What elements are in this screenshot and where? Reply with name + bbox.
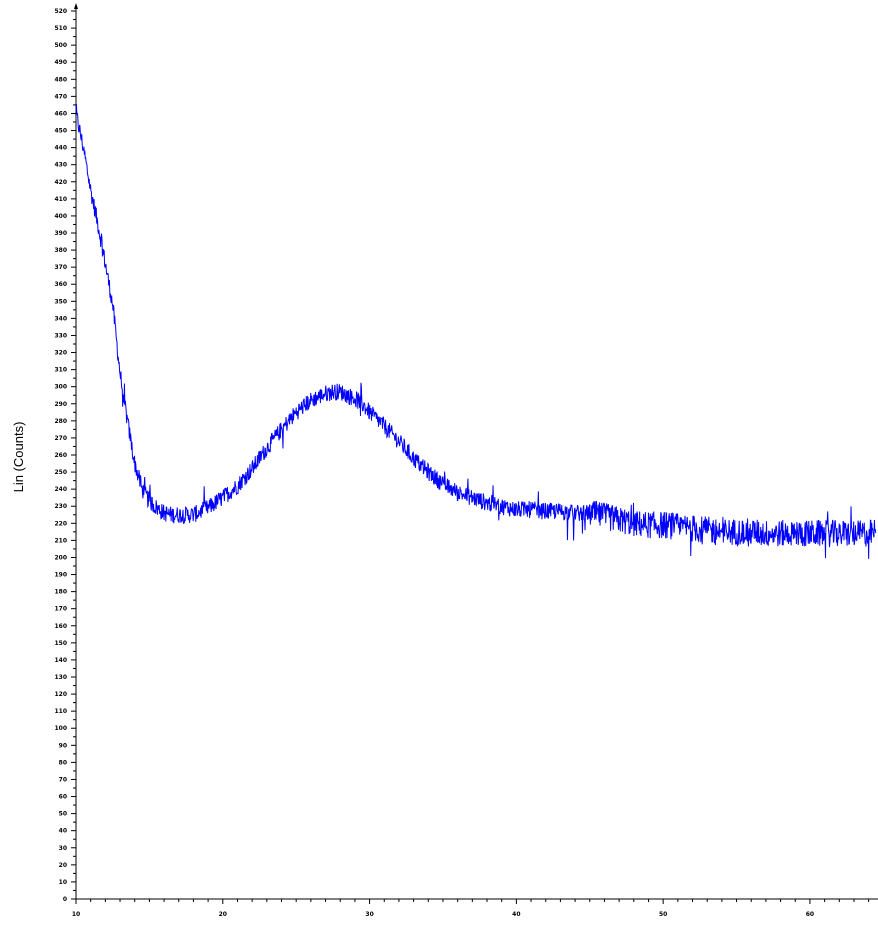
series-line xyxy=(75,104,877,559)
y-tick-label: 110 xyxy=(54,708,67,715)
y-axis-tick-labels: 0 10 20 30 40 50 60 70 80 90 100 110 120 130 140 150 160… xyxy=(54,8,67,903)
y-tick-label: 10 xyxy=(59,879,67,886)
y-tick-label: 300 xyxy=(54,384,67,391)
y-tick-label: 390 xyxy=(54,230,67,237)
y-tick-label: 230 xyxy=(54,503,67,510)
y-tick-label: 370 xyxy=(54,264,67,271)
y-tick-label: 80 xyxy=(59,759,67,766)
x-tick-label: 30 xyxy=(365,911,373,918)
y-tick-label: 180 xyxy=(54,589,67,596)
y-tick-label: 260 xyxy=(54,452,67,459)
y-tick-label: 360 xyxy=(54,281,67,288)
y-tick-label: 320 xyxy=(54,350,67,357)
y-tick-label: 470 xyxy=(54,93,67,100)
y-tick-label: 270 xyxy=(54,435,67,442)
y-tick-label: 480 xyxy=(54,76,67,83)
y-tick-label: 440 xyxy=(54,145,67,152)
y-tick-label: 330 xyxy=(54,332,67,339)
y-tick-label: 30 xyxy=(59,845,67,852)
y-tick-label: 90 xyxy=(59,742,67,749)
x-axis-tick-labels: 10 20 30 40 50 60 xyxy=(72,911,814,918)
x-tick-label: 40 xyxy=(512,911,520,918)
y-tick-label: 40 xyxy=(59,828,67,835)
y-tick-label: 250 xyxy=(54,469,67,476)
y-tick-label: 50 xyxy=(59,811,67,818)
y-tick-label: 240 xyxy=(54,486,67,493)
y-tick-label: 60 xyxy=(59,794,67,801)
y-tick-label: 290 xyxy=(54,401,67,408)
y-tick-label: 170 xyxy=(54,606,67,613)
y-tick-label: 20 xyxy=(59,862,67,869)
y-tick-label: 210 xyxy=(54,537,67,544)
y-tick-label: 100 xyxy=(54,725,67,732)
y-tick-label: 150 xyxy=(54,640,67,647)
y-tick-label: 430 xyxy=(54,162,67,169)
y-tick-label: 500 xyxy=(54,42,67,49)
y-tick-label: 340 xyxy=(54,315,67,322)
y-tick-label: 510 xyxy=(54,25,67,32)
x-tick-label: 20 xyxy=(219,911,227,918)
y-tick-label: 220 xyxy=(54,520,67,527)
y-tick-label: 420 xyxy=(54,179,67,186)
x-axis-ticks xyxy=(75,899,870,904)
y-tick-label: 490 xyxy=(54,59,67,66)
x-tick-label: 10 xyxy=(72,911,80,918)
y-tick-label: 70 xyxy=(59,776,67,783)
y-axis-arrow xyxy=(74,3,78,9)
y-axis-ticks xyxy=(71,10,76,900)
y-tick-label: 460 xyxy=(54,110,67,117)
y-tick-label: 310 xyxy=(54,367,67,374)
y-tick-label: 140 xyxy=(54,657,67,664)
y-tick-label: 130 xyxy=(54,674,67,681)
y-tick-label: 380 xyxy=(54,247,67,254)
y-tick-label: 520 xyxy=(54,8,67,15)
y-tick-label: 0 xyxy=(63,896,67,903)
y-tick-label: 450 xyxy=(54,128,67,135)
y-tick-label: 160 xyxy=(54,623,67,630)
y-axis-label: Lin (Counts) xyxy=(11,422,26,493)
x-tick-label: 60 xyxy=(806,911,814,918)
y-tick-label: 280 xyxy=(54,418,67,425)
y-tick-label: 410 xyxy=(54,196,67,203)
y-tick-label: 190 xyxy=(54,572,67,579)
y-tick-label: 350 xyxy=(54,298,67,305)
y-tick-label: 200 xyxy=(54,554,67,561)
series-group xyxy=(75,104,877,559)
y-tick-label: 120 xyxy=(54,691,67,698)
y-tick-label: 400 xyxy=(54,213,67,220)
x-tick-label: 50 xyxy=(659,911,667,918)
